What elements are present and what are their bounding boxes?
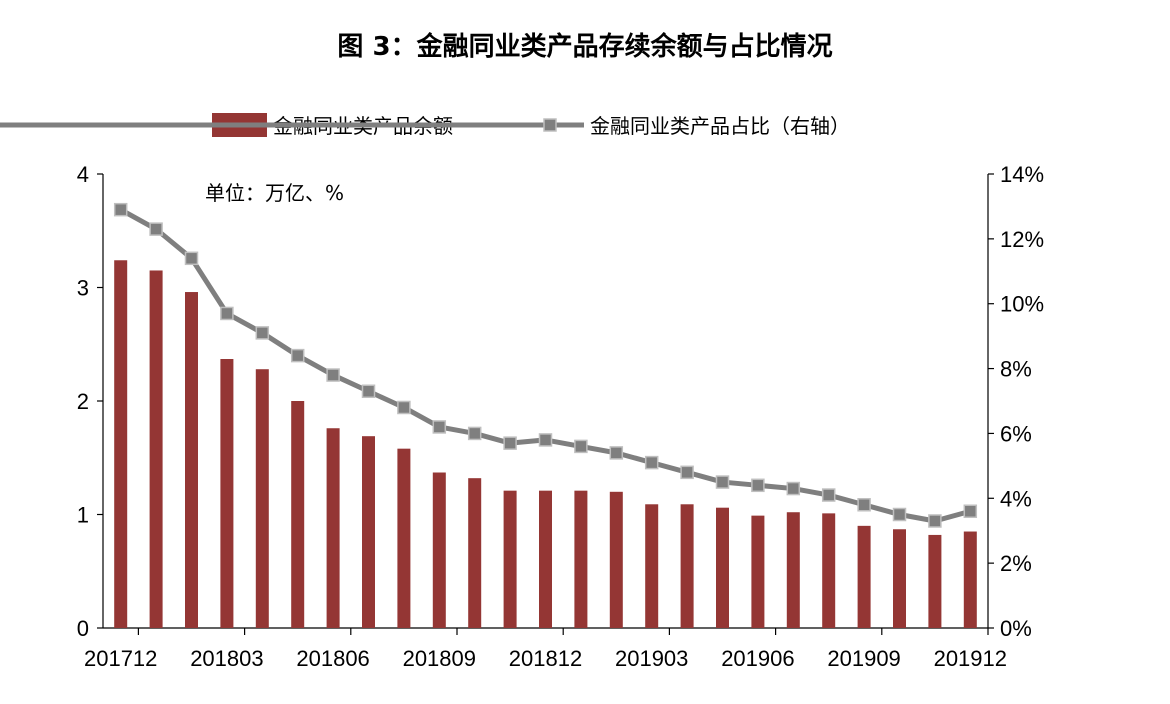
line-marker: [928, 514, 942, 528]
bar: [468, 478, 482, 628]
bar: [539, 490, 552, 628]
bar-series: [114, 260, 977, 628]
legend: 金融同业类产品余额 金融同业类产品占比（右轴）: [0, 113, 850, 138]
x-tick-label: 201803: [190, 646, 263, 671]
bar: [574, 490, 588, 628]
line-marker: [290, 348, 305, 363]
line-path: [119, 207, 971, 524]
legend-line-label: 金融同业类产品占比（右轴）: [590, 114, 850, 138]
bar: [893, 529, 906, 628]
line-marker: [892, 507, 907, 522]
right-tick-label: 4%: [1000, 486, 1032, 511]
left-tick-label: 3: [77, 276, 89, 301]
bar: [326, 428, 340, 628]
left-tick-label: 2: [77, 389, 89, 414]
chart-title: 图 3：金融同业类产品存续余额与占比情况: [337, 32, 833, 62]
x-tick-label: 201806: [296, 646, 369, 671]
bar: [362, 436, 375, 628]
line-marker: [609, 446, 624, 460]
right-tick-label: 8%: [1000, 357, 1032, 382]
bar: [645, 504, 659, 628]
x-tick-label: 201712: [84, 646, 157, 671]
x-tick-label: 201909: [827, 646, 900, 671]
left-tick-label: 4: [77, 162, 89, 187]
x-tick-label: 201903: [615, 646, 688, 671]
left-tick-label: 1: [77, 503, 89, 528]
bar: [928, 534, 942, 628]
x-tick-label: 201812: [509, 646, 582, 671]
line-marker: [361, 384, 376, 399]
line-marker: [255, 326, 270, 340]
bar: [114, 260, 128, 628]
right-tick-label: 0%: [1000, 616, 1032, 641]
right-tick-label: 6%: [1000, 421, 1032, 446]
unit-note: 单位：万亿、%: [205, 181, 344, 205]
line-marker: [503, 436, 517, 450]
line-marker: [397, 400, 411, 415]
bar: [751, 515, 765, 628]
bar: [609, 491, 623, 628]
right-tick-label: 10%: [1000, 292, 1044, 317]
line-marker: [184, 251, 199, 266]
left-tick-label: 0: [77, 616, 89, 641]
line-marker: [574, 439, 588, 454]
line-marker: [149, 222, 163, 236]
right-tick-label: 2%: [1000, 551, 1032, 576]
line-marker: [220, 306, 234, 321]
line-marker: [751, 478, 765, 493]
x-tick-label: 201906: [721, 646, 794, 671]
bar: [963, 531, 977, 628]
line-marker: [432, 420, 447, 434]
bar: [291, 401, 305, 628]
bar: [822, 513, 836, 628]
line-marker: [857, 498, 871, 512]
line-marker: [821, 488, 836, 502]
line-marker: [786, 481, 801, 496]
legend-line-marker: [543, 118, 557, 132]
bar: [716, 507, 729, 628]
line-marker: [326, 368, 340, 382]
bar: [397, 448, 411, 628]
bar: [149, 270, 163, 628]
line-marker: [113, 202, 128, 217]
bar: [786, 512, 800, 628]
bar: [220, 359, 234, 628]
line-marker: [467, 426, 482, 441]
bar: [503, 490, 517, 628]
line-marker: [715, 475, 730, 489]
bar: [432, 472, 446, 628]
bar: [185, 292, 198, 628]
right-tick-label: 12%: [1000, 227, 1044, 252]
line-marker: [538, 433, 553, 447]
line-marker: [680, 465, 694, 480]
line-marker: [963, 504, 978, 519]
bar: [680, 504, 694, 628]
bar: [255, 369, 269, 628]
x-tick-label: 201809: [403, 646, 476, 671]
right-tick-label: 14%: [1000, 162, 1044, 187]
x-tick-label: 201912: [934, 646, 1007, 671]
bar: [857, 525, 871, 628]
line-marker: [644, 455, 659, 470]
line-series: [113, 202, 978, 528]
